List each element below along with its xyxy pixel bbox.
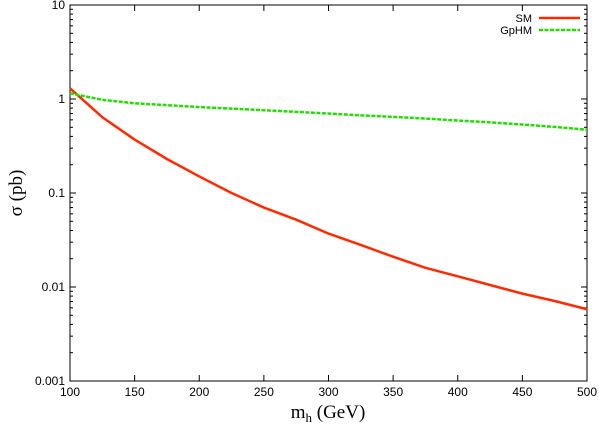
y-tick-label: 0.1 — [48, 186, 65, 200]
y-axis-title: σ (pb) — [6, 170, 27, 217]
series-layer — [69, 87, 588, 311]
y-tick-label: 0.001 — [35, 374, 65, 388]
x-tick-label: 450 — [512, 385, 532, 399]
legend-label-sm: SM — [516, 13, 533, 25]
y-tick-label: 10 — [52, 0, 66, 12]
legend-label-gphm: GpHM — [500, 25, 532, 37]
ticks-layer: 100 150 200 250 300 350 400 450 500 0.001 0.01 0.1 1… — [35, 0, 597, 399]
x-tick-label: 300 — [318, 385, 338, 399]
x-tick-label: 500 — [577, 385, 597, 399]
x-tick-label: 400 — [448, 385, 468, 399]
x-tick-label: 100 — [60, 385, 80, 399]
x-tick-label: 150 — [125, 385, 145, 399]
y-tick-label: 1 — [58, 92, 65, 106]
x-axis-title: mh (GeV) — [291, 402, 366, 425]
x-tick-label: 350 — [383, 385, 403, 399]
x-tick-label: 200 — [189, 385, 209, 399]
y-tick-label: 0.01 — [42, 280, 66, 294]
series-line-gphm — [69, 92, 588, 132]
x-tick-label: 250 — [254, 385, 274, 399]
plot-frame — [69, 4, 588, 382]
series-line-sm — [69, 87, 588, 311]
